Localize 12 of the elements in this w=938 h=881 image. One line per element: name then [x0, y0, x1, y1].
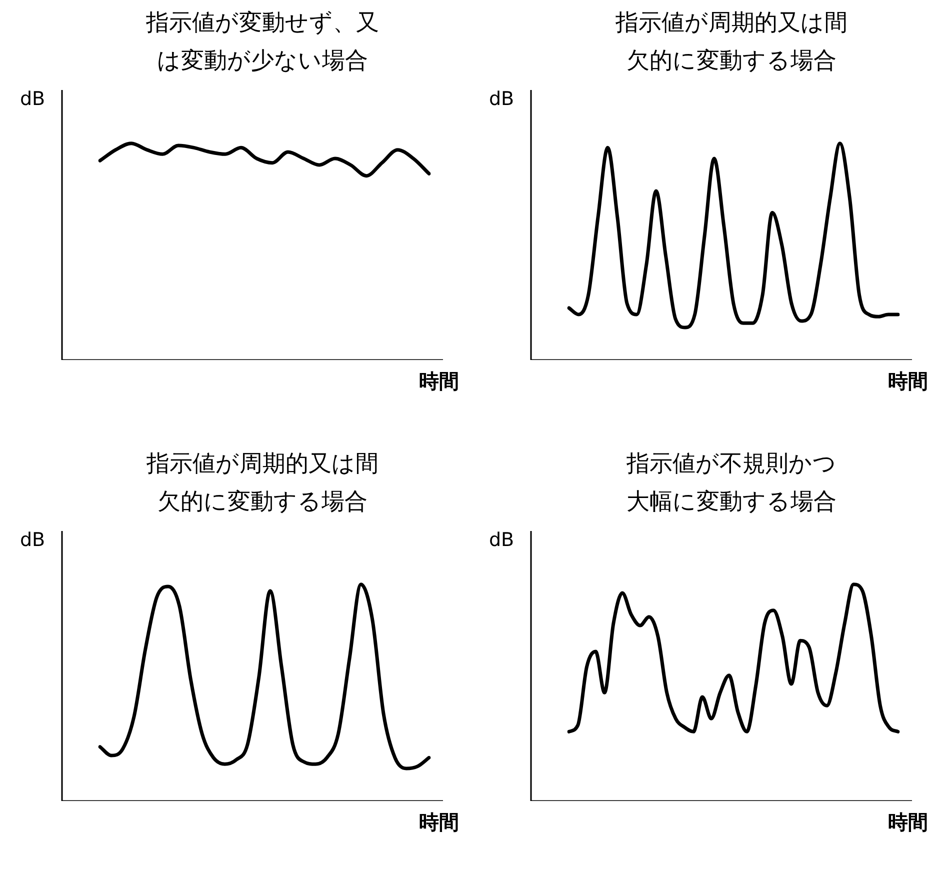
chart-title: 指示値が変動せず、又は変動が少ない場合: [145, 9, 380, 76]
chart-title: 指示値が不規則かつ大幅に変動する場合: [625, 450, 838, 517]
chart-title: 指示値が周期的又は間欠的に変動する場合: [614, 9, 848, 76]
y-axis-title: dB: [489, 88, 514, 110]
x-axis-title: 時間: [419, 809, 459, 836]
y-axis-title: dB: [20, 529, 46, 551]
chart-title: 指示値が周期的又は間欠的に変動する場合: [145, 450, 380, 517]
x-axis-title: 時間: [888, 368, 928, 395]
x-axis-title: 時間: [419, 368, 459, 395]
y-axis-title: dB: [20, 88, 46, 110]
y-axis-title: dB: [489, 529, 514, 551]
x-axis-title: 時間: [888, 809, 928, 836]
